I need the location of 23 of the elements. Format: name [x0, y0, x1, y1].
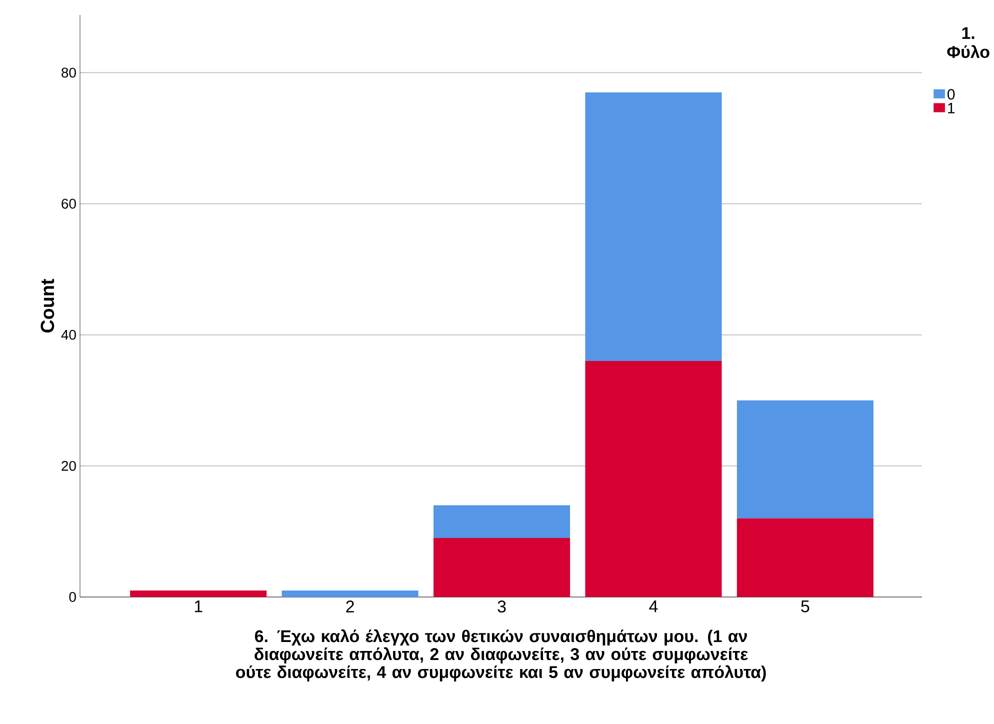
y-axis-title: Count — [40, 278, 54, 333]
bar — [736, 518, 874, 597]
bar — [433, 505, 570, 538]
x-tick-label: 5 — [801, 600, 810, 612]
bar — [433, 538, 570, 597]
legend-label: 0 — [948, 89, 955, 100]
x-axis-title: 6. Έχω καλό έλεγχο των θετικών συναισθημάτων μου. (1 αν διαφωνείτε απόλυτα, 2 αν διαφωνείτε, 3 αν ούτε συμφωνείτε ούτε διαφωνείτε, 4 αν συμφωνείτε και 5 αν συμφωνείτε απόλυτα) — [236, 629, 766, 682]
x-tick-label: 2 — [346, 600, 354, 612]
legend-title: 1. Φύλο — [947, 27, 990, 58]
bar — [585, 92, 722, 362]
x-tick-label: 1 — [194, 600, 202, 612]
y-tick-label: 80 — [62, 68, 76, 78]
x-tick-label: 4 — [649, 600, 658, 612]
y-tick-label: 20 — [62, 460, 76, 471]
bar — [585, 361, 722, 597]
y-tick-label: 40 — [61, 330, 76, 340]
bar — [282, 590, 418, 597]
bar — [736, 400, 874, 518]
bar — [130, 590, 267, 597]
x-tick-label: 3 — [498, 600, 506, 613]
legend-label: 1 — [948, 102, 955, 114]
y-tick-label: 60 — [62, 198, 76, 209]
y-tick-label: 0 — [69, 592, 76, 602]
